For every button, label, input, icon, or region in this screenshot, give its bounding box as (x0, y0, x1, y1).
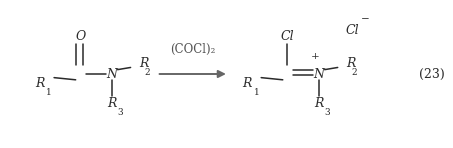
Text: +: + (311, 52, 319, 61)
Text: Cl: Cl (280, 30, 294, 43)
Text: R: R (346, 57, 355, 70)
Text: 1: 1 (46, 88, 52, 97)
Text: −: − (361, 15, 370, 24)
Text: R: R (314, 96, 323, 110)
Text: 1: 1 (254, 88, 259, 97)
Text: R: R (242, 77, 251, 90)
Text: Cl: Cl (346, 24, 359, 37)
Text: N: N (313, 67, 324, 81)
Text: R: R (139, 57, 148, 70)
Text: 3: 3 (117, 108, 123, 117)
Text: R: R (107, 96, 116, 110)
Text: O: O (75, 30, 85, 43)
Text: 3: 3 (325, 108, 330, 117)
Text: R: R (35, 77, 44, 90)
Text: 2: 2 (352, 68, 357, 77)
Text: (23): (23) (419, 67, 445, 81)
Text: (COCl)₂: (COCl)₂ (170, 43, 216, 56)
Text: N: N (106, 67, 117, 81)
Text: 2: 2 (145, 68, 150, 77)
